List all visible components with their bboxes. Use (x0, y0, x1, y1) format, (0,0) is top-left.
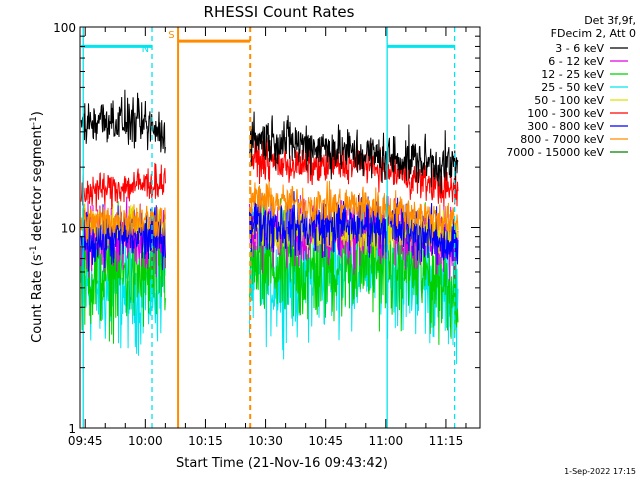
y-tick-label-1: 10 (61, 222, 76, 236)
series-line-7-1 (249, 177, 459, 238)
x-axis-label: Start Time (21-Nov-16 09:43:42) (176, 456, 388, 471)
legend-label-2: 12 - 25 keV (541, 68, 604, 81)
annotation-label-1: S (168, 30, 174, 41)
x-tick-label-0: 09:45 (68, 434, 103, 448)
chart-title: RHESSI Count Rates (204, 3, 355, 21)
x-tick-label-6: 11:15 (429, 434, 464, 448)
x-tick-label-1: 10:00 (128, 434, 163, 448)
timestamp: 1-Sep-2022 17:15 (564, 467, 636, 476)
y-tick-label-2: 100 (53, 21, 76, 35)
y-axis-label: Count Rate (s-1 detector segment-1) (29, 111, 45, 343)
legend-label-6: 300 - 800 keV (527, 120, 604, 133)
legend-label-7: 800 - 7000 keV (520, 133, 604, 146)
annotation-label-0: N (142, 44, 149, 55)
legend-label-3: 25 - 50 keV (541, 81, 604, 94)
series-line-7-0 (80, 204, 166, 243)
x-tick-label-2: 10:15 (188, 434, 223, 448)
series-line-0-1 (249, 111, 459, 194)
series-line-5-1 (249, 135, 459, 207)
legend-header-1: FDecim 2, Att 0 (551, 27, 636, 40)
legend-label-8: 7000 - 15000 keV (506, 146, 604, 159)
legend-label-5: 100 - 300 keV (527, 107, 604, 120)
y-tick-label-0: 1 (68, 422, 76, 436)
x-tick-label-4: 10:45 (308, 434, 343, 448)
plot-area: N S 1 10 100 09:45 10:00 10:15 10:30 10:45 11:00 11… (53, 21, 481, 448)
x-tick-label-3: 10:30 (248, 434, 283, 448)
series-line-0-0 (80, 89, 166, 154)
x-tick-label-5: 11:00 (369, 434, 404, 448)
legend-header-0: Det 3f,9f, (584, 14, 636, 27)
legend-label-0: 3 - 6 keV (555, 42, 604, 55)
legend-label-4: 50 - 100 keV (534, 94, 604, 107)
series-line-5-0 (80, 162, 166, 212)
legend-label-1: 6 - 12 keV (548, 55, 604, 68)
series-line-6-1 (249, 191, 459, 265)
